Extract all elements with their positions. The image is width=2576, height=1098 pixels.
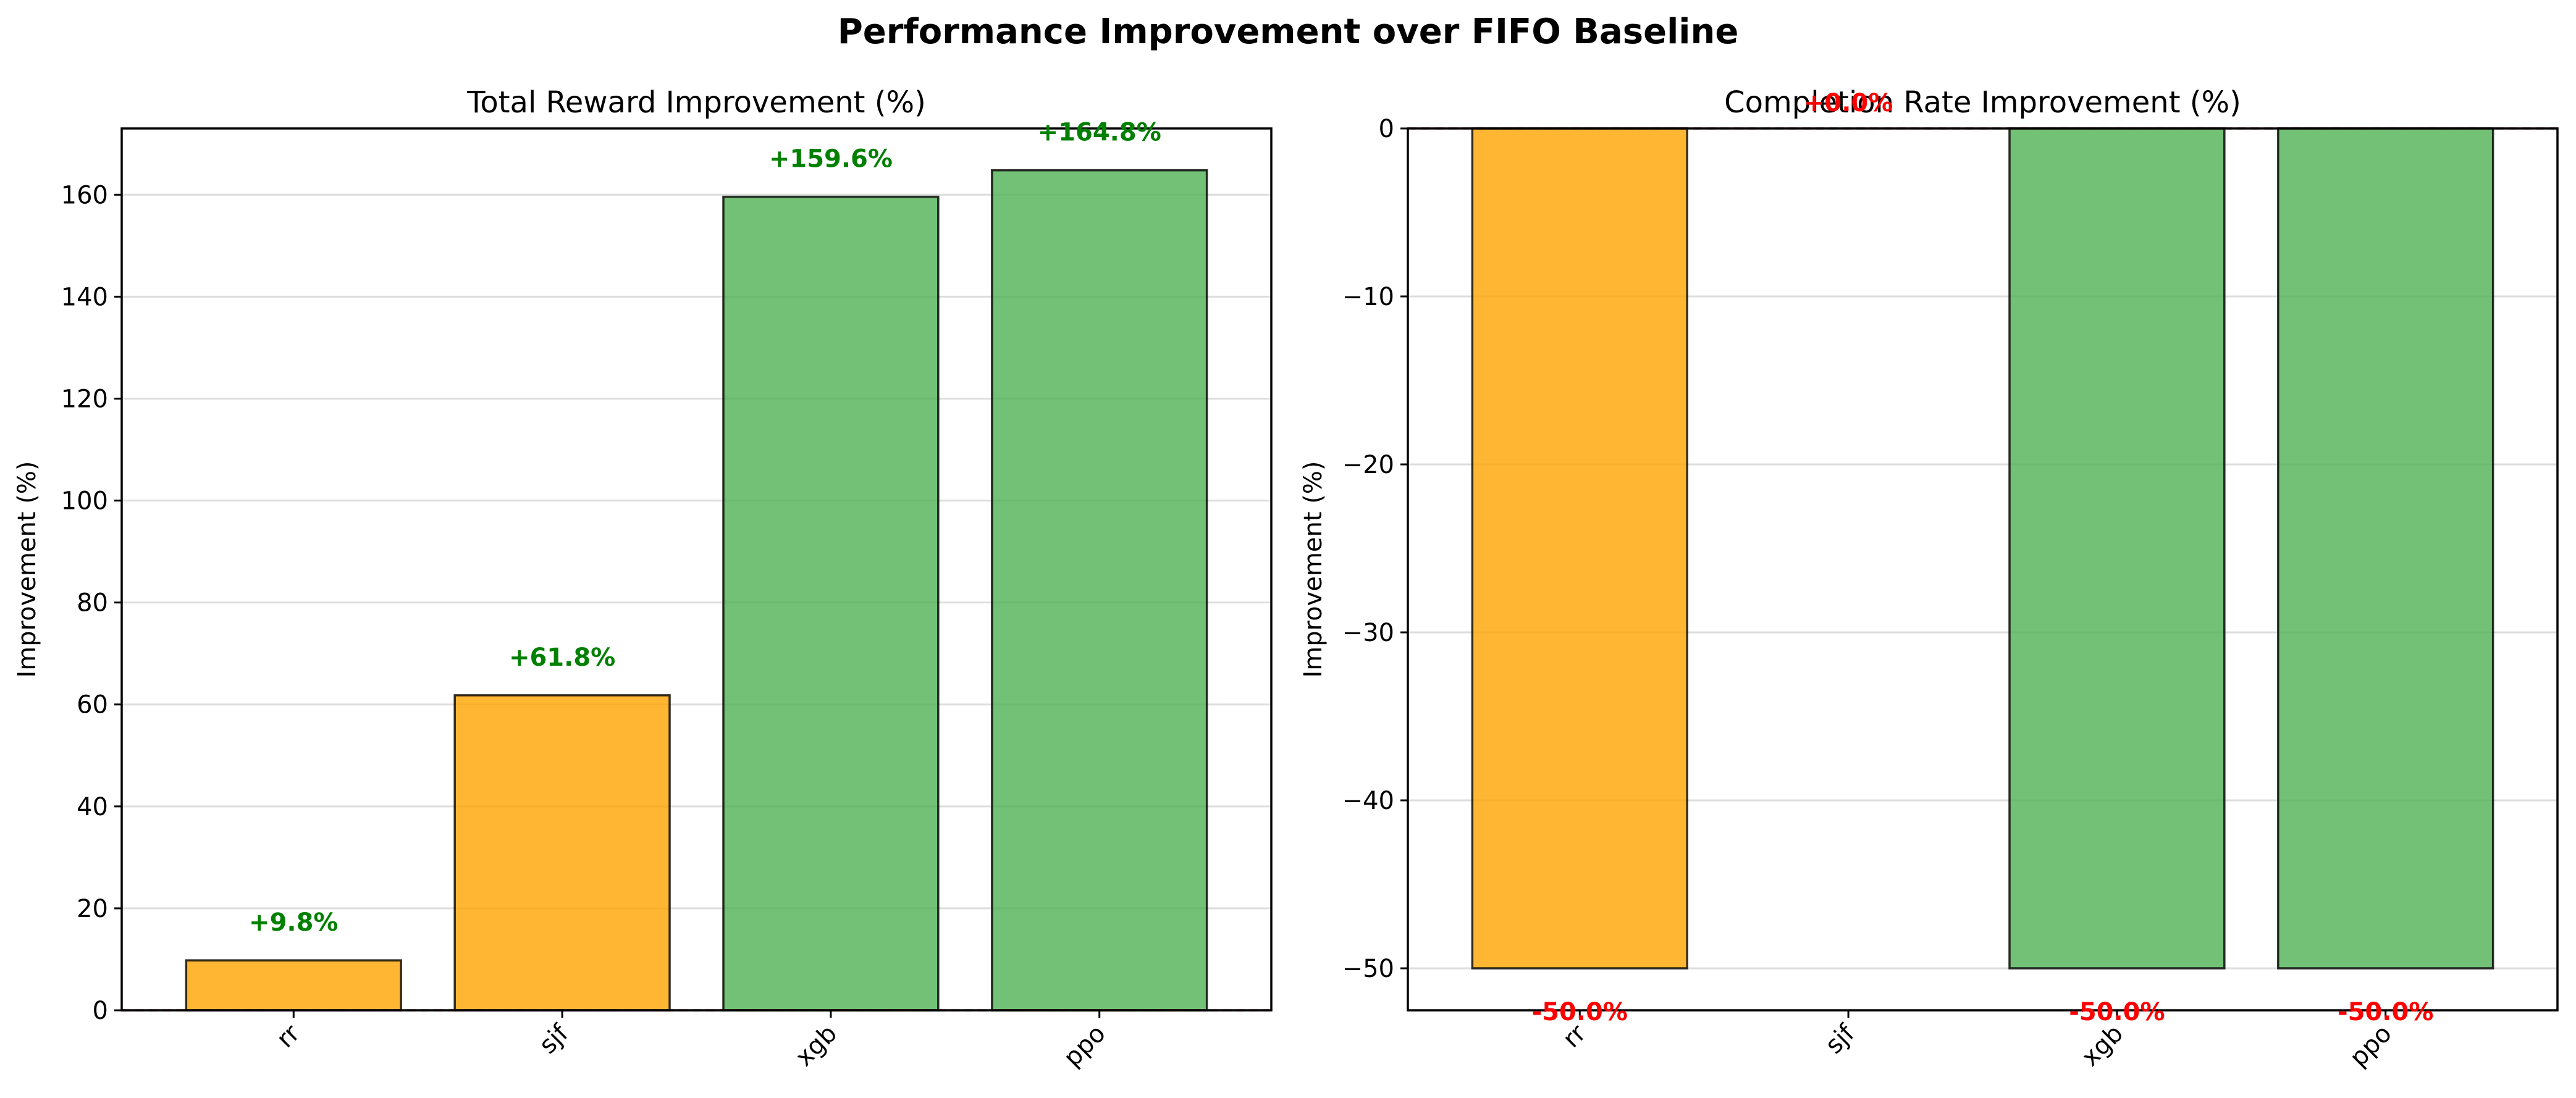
y-axis-label: Improvement (%): [1299, 461, 1328, 677]
figure-suptitle: Performance Improvement over FIFO Baseli…: [838, 12, 1739, 52]
bars: [1471, 127, 2494, 970]
y-tick-label: −20: [1342, 451, 1394, 479]
y-axis: 0 20 40 60 80 100 120 140 160: [61, 181, 122, 1025]
bar-xgb: [2008, 127, 2226, 970]
y-tick-label: −50: [1342, 955, 1394, 983]
y-tick-label: 100: [61, 487, 108, 516]
y-tick-label: 60: [77, 691, 108, 719]
bar-sjf: [453, 694, 671, 1012]
value-label: +159.6%: [769, 145, 893, 174]
y-tick-label: 40: [77, 793, 108, 821]
y-tick-label: 0: [1379, 115, 1394, 143]
plot-frame: [1407, 127, 2559, 1012]
bar-xgb: [722, 195, 940, 1012]
value-label: +9.8%: [249, 908, 338, 937]
value-labels: -50.0% +0.0% -50.0% -50.0%: [1532, 89, 2434, 1026]
plot-frame: [120, 127, 1273, 1012]
bar-ppo: [2277, 127, 2494, 970]
chart-title: Total Reward Improvement (%): [466, 85, 926, 120]
y-tick-label: 80: [77, 589, 108, 618]
value-label: -50.0%: [2069, 998, 2165, 1026]
y-tick-label: 160: [61, 181, 108, 209]
y-tick-label: 140: [61, 283, 108, 311]
value-labels: +9.8% +61.8% +159.6% +164.8%: [249, 119, 1161, 937]
y-axis: −50 −40 −30 −20 −10 0: [1342, 115, 1408, 983]
y-axis-label: Improvement (%): [13, 461, 41, 677]
value-label: +164.8%: [1038, 119, 1161, 147]
y-tick-label: −30: [1342, 619, 1394, 647]
chart-title: Completion Rate Improvement (%): [1724, 85, 2241, 120]
bar-rr: [1471, 127, 1688, 970]
value-label: -50.0%: [1532, 998, 1628, 1026]
y-tick-label: 0: [93, 997, 108, 1025]
value-label: -50.0%: [2338, 998, 2433, 1026]
value-label: +0.0%: [1804, 89, 1893, 117]
value-label: +61.8%: [509, 643, 615, 672]
y-tick-label: 20: [77, 895, 108, 923]
bar-rr: [185, 959, 402, 1012]
bars: [185, 169, 1208, 1012]
y-tick-label: −40: [1342, 787, 1394, 815]
y-tick-label: −10: [1342, 283, 1394, 311]
y-tick-label: 120: [61, 385, 108, 413]
bar-ppo: [991, 169, 1208, 1012]
